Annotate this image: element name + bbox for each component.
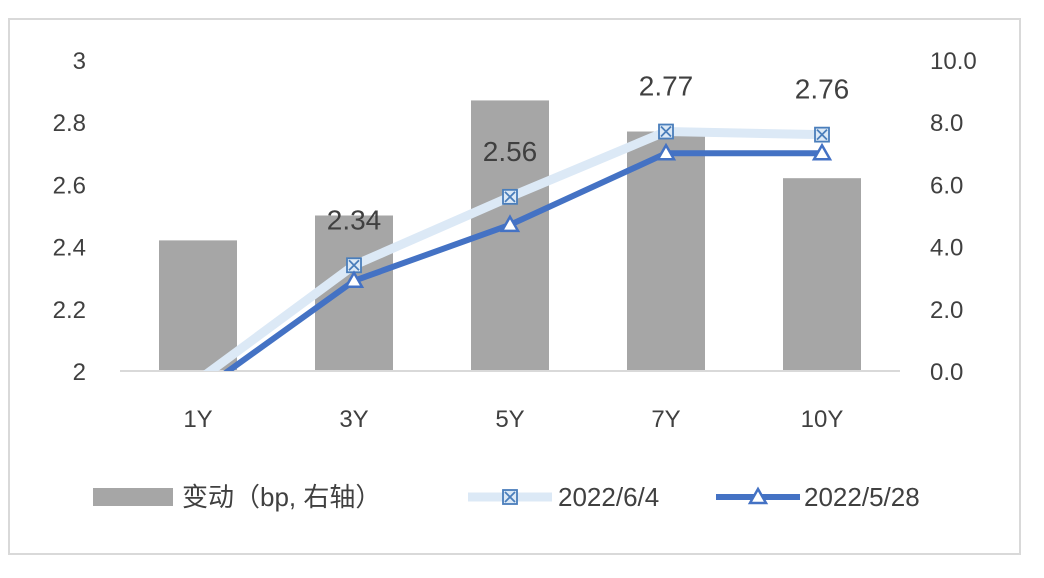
point-2022-5-28-10Y [811,142,833,161]
bar-7Y [627,131,705,371]
x-tick-label: 1Y [183,406,212,433]
point-2022-6-4-3Y [346,257,362,274]
point-2022-6-4-7Y [658,123,674,140]
bar-3Y [315,215,393,371]
left-tick-label: 2 [73,359,86,386]
legend-bar-label: 变动（bp, 右轴） [182,482,381,512]
legend: 变动（bp, 右轴） 2022/6/4 2022/5/28 [93,482,920,512]
x-tick-label: 5Y [495,406,524,433]
right-tick-label: 10.0 [930,48,977,75]
right-tick-label: 6.0 [930,172,963,199]
bar-1Y [159,240,237,371]
right-tick-label: 4.0 [930,235,963,262]
point-2022-5-28-7Y [655,142,677,161]
right-tick-label: 0.0 [930,359,963,386]
bar-series-group [159,100,861,372]
x-marker [504,191,516,203]
data-label-10Y: 2.76 [795,74,850,105]
left-tick-label: 2.4 [53,235,86,262]
bar-10Y [783,178,861,371]
x-tick-label: 3Y [339,406,368,433]
legend-line1-label: 2022/6/4 [558,482,659,512]
legend-line2-label: 2022/5/28 [804,482,920,512]
left-tick-label: 2.8 [53,110,86,137]
point-2022-5-28-3Y [343,270,365,289]
data-label-3Y: 2.34 [327,204,382,235]
x-marker [816,129,828,141]
data-labels: 2.34 2.56 2.77 2.76 [327,71,850,236]
x-marker [348,259,360,271]
legend-line1-marker-x [504,491,516,503]
data-label-5Y: 2.56 [483,136,538,167]
left-tick-label: 2.6 [53,172,86,199]
x-tick-label: 10Y [801,406,844,433]
x-marker [660,125,672,138]
left-tick-label: 3 [73,48,86,75]
right-tick-label: 8.0 [930,110,963,137]
data-label-7Y: 2.77 [639,71,694,102]
x-axis-ticks: 1Y 3Y 5Y 7Y 10Y [183,406,843,433]
point-2022-6-4-10Y [814,126,830,143]
left-axis-ticks: 2 2.2 2.4 2.6 2.8 3 [53,48,86,386]
x-tick-label: 7Y [651,406,680,433]
right-tick-label: 2.0 [930,297,963,324]
legend-line2-marker [747,486,769,505]
point-2022-5-28-5Y [499,214,521,233]
legend-bar-swatch [93,488,173,506]
point-2022-6-4-5Y [502,188,518,205]
line-series-group [203,123,833,371]
left-tick-label: 2.2 [53,297,86,324]
right-axis-ticks: 0.0 2.0 4.0 6.0 8.0 10.0 [930,48,977,386]
